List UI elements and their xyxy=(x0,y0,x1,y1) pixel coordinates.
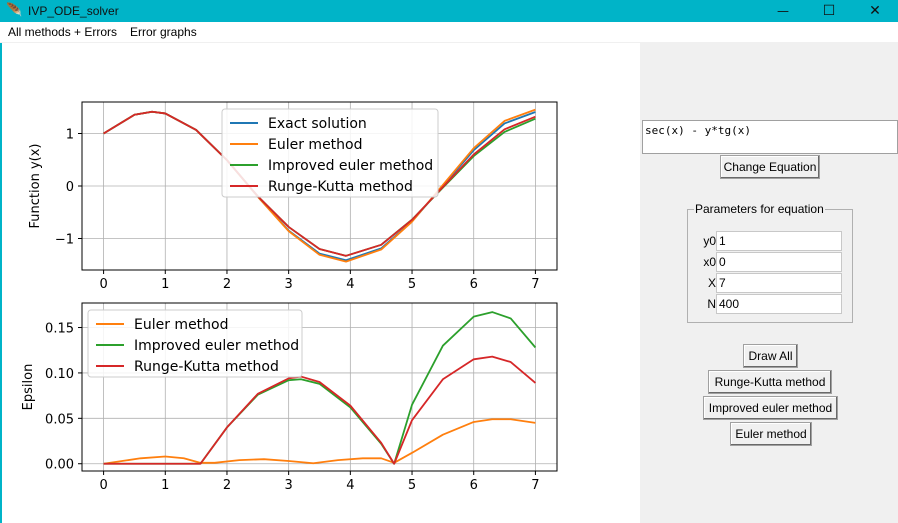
param-row-N: N 400 xyxy=(688,294,854,314)
title-bar[interactable]: 🪶 IVP_ODE_solver — ☐ ✕ xyxy=(0,0,898,22)
chart2-xtick-label: 7 xyxy=(531,478,539,493)
chart2-legend-label-2: Runge-Kutta method xyxy=(134,359,279,375)
chart2-legend-label-0: Euler method xyxy=(134,317,229,333)
chart2-ytick-label: 0.10 xyxy=(45,367,74,382)
chart1-ylabel: Function y(x) xyxy=(28,144,43,229)
chart1-legend-label-1: Euler method xyxy=(268,137,363,153)
param-label-y0: y0 xyxy=(703,234,716,248)
chart2-ytick-label: 0.00 xyxy=(45,458,74,473)
minimize-icon: — xyxy=(777,4,789,18)
param-label-X: X xyxy=(707,276,716,290)
runge-kutta-button[interactable]: Runge-Kutta method xyxy=(708,370,832,394)
chart2-series-line-2 xyxy=(103,355,536,465)
equation-input[interactable]: sec(x) - y*tg(x) xyxy=(642,120,898,154)
euler-button[interactable]: Euler method xyxy=(730,422,812,446)
plot-canvas: 0 1 2 3 4 5 6 7 −1 0 1 Function y(x) Exact solution E… xyxy=(2,43,640,523)
chart2-ytick-label: 0.05 xyxy=(45,412,74,427)
parameters-title: Parameters for equation xyxy=(694,202,825,216)
chart1-xtick-label: 6 xyxy=(470,277,478,292)
chart1-ytick-label: 1 xyxy=(66,128,74,143)
param-row-y0: y0 1 xyxy=(688,231,854,251)
param-row-x0: x0 0 xyxy=(688,252,854,272)
chart1-xtick-label: 1 xyxy=(161,277,169,292)
chart2-legend xyxy=(87,309,303,378)
chart1-xtick-label: 2 xyxy=(223,277,231,292)
chart2-xtick-label: 5 xyxy=(408,478,416,493)
parameters-frame: Parameters for equation y0 1 x0 0 X 7 N … xyxy=(687,202,854,323)
close-button[interactable]: ✕ xyxy=(852,0,898,22)
control-panel: sec(x) - y*tg(x) Change Equation Paramet… xyxy=(640,43,898,523)
chart2-xtick-label: 4 xyxy=(346,478,354,493)
chart1-xtick-label: 3 xyxy=(285,277,293,292)
minimize-button[interactable]: — xyxy=(760,0,806,22)
chart2-xtick-label: 6 xyxy=(470,478,478,493)
chart2-xtick-label: 2 xyxy=(223,478,231,493)
menu-error-graphs[interactable]: Error graphs xyxy=(130,25,197,39)
plots-svg: 0 1 2 3 4 5 6 7 −1 0 1 Function y(x) Exact solution E… xyxy=(21,101,558,493)
chart2-axes-frame xyxy=(81,302,558,472)
N-field[interactable]: 400 xyxy=(716,294,842,314)
chart2-xtick-label: 3 xyxy=(285,478,293,493)
feather-icon: 🪶 xyxy=(6,3,23,18)
close-icon: ✕ xyxy=(869,3,881,19)
chart2-xtick-label: 0 xyxy=(99,478,107,493)
chart1-legend-label-0: Exact solution xyxy=(268,116,367,132)
y0-field[interactable]: 1 xyxy=(716,231,842,251)
draw-all-button[interactable]: Draw All xyxy=(743,344,798,368)
change-equation-button[interactable]: Change Equation xyxy=(720,155,820,179)
chart1-xtick-label: 7 xyxy=(531,277,539,292)
chart1-series-line-3 xyxy=(103,110,536,257)
chart1-xtick-label: 0 xyxy=(99,277,107,292)
menu-bar: All methods + Errors Error graphs xyxy=(0,22,898,43)
param-label-x0: x0 xyxy=(703,255,716,269)
chart2-ytick-label: 0.15 xyxy=(45,322,74,337)
x0-field[interactable]: 0 xyxy=(716,252,842,272)
chart2-ylabel: Epsilon xyxy=(21,364,36,411)
chart1-xtick-label: 5 xyxy=(408,277,416,292)
chart1-xtick-label: 4 xyxy=(346,277,354,292)
maximize-button[interactable]: ☐ xyxy=(806,0,852,22)
X-field[interactable]: 7 xyxy=(716,273,842,293)
chart1-ytick-label: 0 xyxy=(66,180,74,195)
window-edge xyxy=(0,43,2,523)
chart1-legend-label-3: Runge-Kutta method xyxy=(268,179,413,195)
chart2-series-line-0 xyxy=(103,418,536,465)
chart1-legend xyxy=(221,108,439,198)
chart2-legend-label-1: Improved euler method xyxy=(134,338,299,354)
param-label-N: N xyxy=(707,297,716,311)
maximize-icon: ☐ xyxy=(822,3,836,19)
param-row-X: X 7 xyxy=(688,273,854,293)
chart1-legend-label-2: Improved euler method xyxy=(268,158,433,174)
window-title: IVP_ODE_solver xyxy=(28,4,119,18)
improved-euler-button[interactable]: Improved euler method xyxy=(703,396,838,420)
chart1-ytick-label: −1 xyxy=(55,233,74,248)
menu-all-methods-errors[interactable]: All methods + Errors xyxy=(8,25,118,39)
chart2-xtick-label: 1 xyxy=(161,478,169,493)
